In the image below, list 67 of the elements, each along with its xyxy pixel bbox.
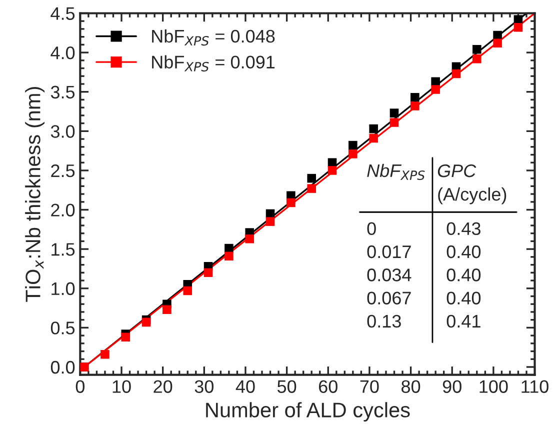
point — [224, 252, 234, 261]
x-tick-label: 50 — [277, 380, 296, 393]
x-tick-label: 10 — [112, 380, 131, 393]
point — [121, 332, 130, 342]
annotation: 0.40 — [446, 245, 481, 258]
annotation: 0.034 — [367, 268, 412, 282]
x-tick-label: 30 — [194, 380, 214, 393]
x-tick-label: 40 — [236, 380, 255, 393]
x-tick-label: 90 — [442, 380, 462, 393]
point — [142, 318, 151, 327]
legend-label: NbF$_{XPS}$ = 0.091 — [152, 55, 275, 72]
x-axis-title: Number of ALD cycles — [206, 402, 410, 422]
y-tick-label: 3.5 — [50, 86, 75, 99]
point — [183, 286, 192, 296]
y-tick-label: 4.5 — [50, 7, 75, 20]
point — [348, 140, 358, 150]
point — [493, 38, 502, 48]
point — [514, 22, 523, 32]
point — [390, 118, 399, 127]
annotation: 0.017 — [367, 245, 411, 258]
point — [452, 69, 461, 78]
point — [328, 166, 337, 175]
point — [410, 92, 420, 102]
point — [390, 108, 399, 118]
y-tick-label: 0.5 — [50, 322, 75, 334]
x-tick-label: 20 — [154, 380, 172, 393]
annotation: 0.40 — [446, 292, 481, 304]
point — [431, 85, 440, 94]
point — [266, 217, 275, 226]
point — [224, 244, 234, 253]
annotation: NbF$_{XPS}$ — [367, 164, 425, 180]
annotation: (A/cycle) — [438, 187, 506, 204]
y-tick-label: 2.0 — [51, 204, 75, 216]
x-tick-label: 110 — [522, 380, 548, 393]
y-tick-label: 4.0 — [50, 46, 75, 60]
annotation: 0 — [367, 222, 376, 236]
point — [100, 350, 110, 359]
y-axis-title: TiO$_{x}$:Nb thickness (nm) — [25, 87, 44, 302]
annotation: GPC — [438, 164, 476, 178]
y-tick-label: 2.5 — [51, 164, 75, 178]
y-tick-label: 3.0 — [50, 125, 75, 138]
point — [307, 184, 316, 193]
point — [245, 234, 254, 244]
y-tick-label: 1.0 — [52, 282, 75, 296]
annotation: 0.13 — [367, 314, 401, 328]
y-tick-label: 0.0 — [50, 360, 75, 374]
point — [369, 124, 378, 134]
annotation: 0.41 — [446, 314, 480, 328]
point — [369, 134, 378, 143]
annotation: 0.43 — [446, 222, 480, 236]
x-tick-label: 0 — [76, 380, 84, 393]
x-tick-label: 80 — [402, 380, 420, 393]
point — [204, 268, 213, 278]
point — [348, 150, 358, 158]
legend-label: NbF$_{XPS}$ = 0.048 — [152, 29, 275, 46]
annotation: 0.067 — [367, 292, 411, 304]
point — [286, 198, 296, 208]
y-tick-label: 1.5 — [52, 243, 75, 256]
point — [162, 305, 172, 314]
x-tick-label: 100 — [480, 380, 508, 393]
annotation: 0.40 — [446, 268, 481, 282]
point — [472, 54, 482, 64]
point — [410, 102, 420, 110]
point — [307, 174, 316, 183]
point — [472, 45, 482, 54]
x-tick-label: 70 — [360, 380, 379, 393]
x-tick-label: 60 — [319, 380, 338, 393]
